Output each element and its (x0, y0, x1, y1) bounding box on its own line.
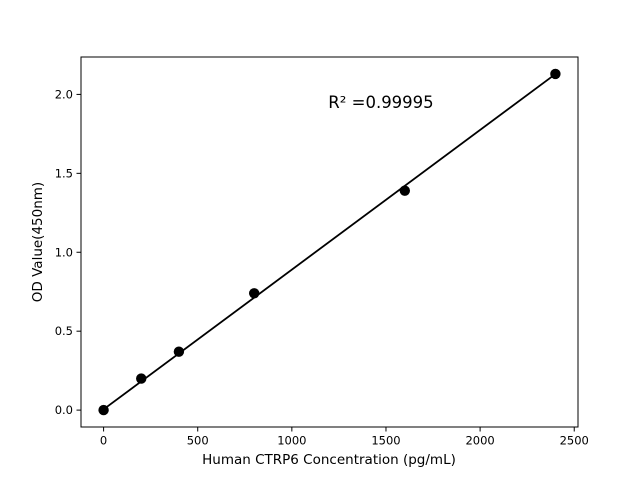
data-point (248, 288, 260, 299)
y-axis-ticks: 0.0 0.5 1.0 1.5 2.0 (55, 87, 81, 417)
y-axis-title: OD Value(450nm) (30, 182, 46, 302)
fit-line (103, 73, 556, 411)
x-tick-label: 500 (187, 434, 209, 448)
x-tick-label: 2500 (560, 434, 589, 448)
data-point (399, 185, 411, 196)
data-point (173, 346, 185, 357)
y-tick-label: 1.5 (55, 166, 73, 180)
data-point (136, 373, 147, 384)
x-tick-label: 0 (100, 434, 107, 448)
y-tick-label: 0.5 (55, 324, 73, 338)
plot-border (80, 56, 579, 428)
data-points (98, 68, 561, 416)
y-tick-label: 0.0 (55, 403, 73, 417)
data-point (550, 68, 561, 80)
r-squared-annotation: R² =0.99995 (328, 93, 433, 112)
y-tick-label: 2.0 (55, 87, 73, 101)
x-tick-label: 1000 (277, 434, 306, 448)
x-axis-ticks: 0 500 1000 1500 2000 2500 (100, 427, 589, 448)
y-tick-label: 1.0 (55, 245, 73, 259)
x-axis-title: Human CTRP6 Concentration (pg/mL) (202, 452, 456, 468)
x-tick-label: 2000 (465, 434, 494, 448)
data-point (98, 404, 109, 416)
x-tick-label: 1500 (371, 434, 400, 448)
